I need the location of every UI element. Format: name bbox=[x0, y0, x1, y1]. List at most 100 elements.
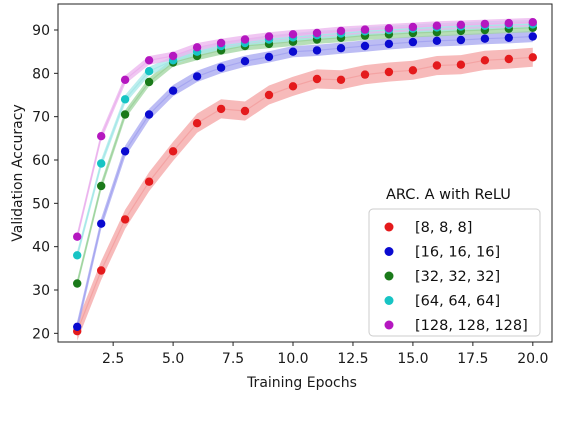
series-4-point bbox=[73, 232, 82, 241]
series-1-point bbox=[120, 147, 130, 156]
x-tick-label: 17.5 bbox=[457, 351, 488, 367]
series-0-point bbox=[432, 61, 442, 70]
series-0-point bbox=[504, 54, 513, 64]
y-tick-label: 50 bbox=[32, 196, 50, 212]
series-1-point bbox=[144, 110, 154, 119]
series-4-point bbox=[120, 75, 130, 85]
x-tick-label: 20.0 bbox=[517, 351, 548, 367]
series-1-point bbox=[73, 322, 82, 331]
legend-box bbox=[368, 208, 541, 337]
series-4-point bbox=[504, 18, 513, 28]
series-1-point bbox=[264, 52, 274, 62]
series-4-point bbox=[528, 18, 537, 27]
series-1-point bbox=[384, 39, 394, 49]
legend-label-4: [128, 128, 128] bbox=[415, 318, 528, 334]
series-4-point bbox=[360, 25, 370, 34]
series-0-point bbox=[144, 177, 154, 186]
series-0-point bbox=[528, 53, 537, 62]
series-4-point bbox=[384, 24, 394, 33]
series-4-point bbox=[312, 28, 322, 38]
series-1-point bbox=[408, 37, 418, 47]
series-4-point bbox=[456, 20, 466, 29]
legend-label-1: [16, 16, 16] bbox=[415, 245, 500, 261]
y-tick-label: 70 bbox=[32, 110, 50, 126]
series-0-point bbox=[408, 66, 418, 75]
series-0-point bbox=[264, 90, 274, 100]
legend-title: ARC. A with ReLU bbox=[386, 187, 511, 203]
legend-label-0: [8, 8, 8] bbox=[415, 220, 472, 236]
x-tick-label: 12.5 bbox=[337, 351, 368, 367]
legend-marker-2 bbox=[384, 271, 394, 281]
series-1-point bbox=[312, 46, 322, 55]
x-tick-label: 7.5 bbox=[222, 351, 244, 367]
y-tick-label: 90 bbox=[32, 23, 50, 39]
y-tick-label: 30 bbox=[32, 283, 50, 299]
series-4-point bbox=[240, 35, 250, 44]
series-0-point bbox=[97, 266, 106, 275]
y-axis-ticks: 20 30 40 50 60 70 80 90 bbox=[32, 23, 58, 342]
series-0-point bbox=[216, 104, 226, 114]
series-points bbox=[73, 18, 537, 336]
series-1-point bbox=[240, 57, 250, 66]
y-tick-label: 80 bbox=[32, 66, 50, 82]
series-1-point bbox=[432, 36, 442, 45]
series-1-point bbox=[168, 86, 178, 95]
series-4-point bbox=[480, 19, 490, 29]
series-3-point bbox=[73, 251, 82, 260]
series-1-point bbox=[216, 63, 226, 72]
series-1-point bbox=[288, 47, 298, 56]
series-4-point bbox=[336, 26, 346, 36]
legend-marker-4 bbox=[384, 320, 394, 330]
y-axis-label: Validation Accuracy bbox=[10, 104, 26, 242]
legend: ARC. A with ReLU [8, 8, 8] [16, 16, 16] [3… bbox=[368, 187, 541, 337]
legend-marker-3 bbox=[384, 296, 394, 305]
series-3-point bbox=[97, 159, 106, 168]
series-2-point bbox=[144, 77, 154, 87]
series-2-point bbox=[120, 110, 130, 119]
legend-marker-1 bbox=[384, 247, 394, 256]
series-3-point bbox=[144, 67, 154, 76]
y-tick-label: 20 bbox=[32, 326, 50, 342]
series-4-point bbox=[288, 30, 298, 39]
y-tick-label: 40 bbox=[32, 240, 50, 256]
x-tick-label: 15.0 bbox=[397, 351, 428, 367]
x-tick-label: 2.5 bbox=[102, 351, 124, 367]
legend-items: [8, 8, 8] [16, 16, 16] [32, 32, 32] [64, 64… bbox=[384, 220, 528, 334]
series-0-point bbox=[480, 56, 490, 65]
series-1-point bbox=[456, 35, 466, 45]
series-3-point bbox=[120, 95, 130, 104]
plot-frame bbox=[57, 3, 553, 343]
series-1-point bbox=[504, 33, 513, 42]
series-4-point bbox=[432, 21, 442, 30]
series-4-point bbox=[192, 43, 202, 52]
series-0-point bbox=[336, 75, 346, 85]
series-4-point bbox=[408, 22, 418, 32]
legend-label-3: [64, 64, 64] bbox=[415, 294, 500, 310]
x-tick-label: 5.0 bbox=[162, 351, 184, 367]
series-0-band bbox=[77, 47, 533, 341]
series-0-point bbox=[192, 119, 202, 128]
series-4-point bbox=[97, 132, 106, 141]
legend-marker-0 bbox=[384, 222, 394, 232]
series-0-point bbox=[120, 215, 130, 224]
series-4-point bbox=[264, 32, 274, 41]
series-0-point bbox=[288, 82, 298, 91]
series-2-point bbox=[97, 181, 106, 191]
series-4-point bbox=[168, 51, 178, 61]
x-axis-label: Training Epochs bbox=[246, 375, 357, 391]
series-1-point bbox=[192, 72, 202, 81]
y-tick-label: 60 bbox=[32, 153, 50, 169]
series-1-point bbox=[336, 44, 346, 53]
series-1-point bbox=[360, 41, 370, 51]
series-0-point bbox=[312, 74, 322, 84]
series-0-point bbox=[384, 67, 394, 77]
series-0-point bbox=[360, 70, 370, 79]
series-1-point bbox=[480, 34, 490, 43]
series-0-point bbox=[456, 60, 466, 69]
series-4-point bbox=[144, 56, 154, 65]
series-1-point bbox=[528, 32, 537, 41]
x-axis-ticks: 2.5 5.0 7.5 10.0 12.5 15.0 17.5 20.0 bbox=[102, 342, 548, 367]
legend-label-2: [32, 32, 32] bbox=[415, 269, 500, 285]
series-4-point bbox=[216, 38, 226, 48]
